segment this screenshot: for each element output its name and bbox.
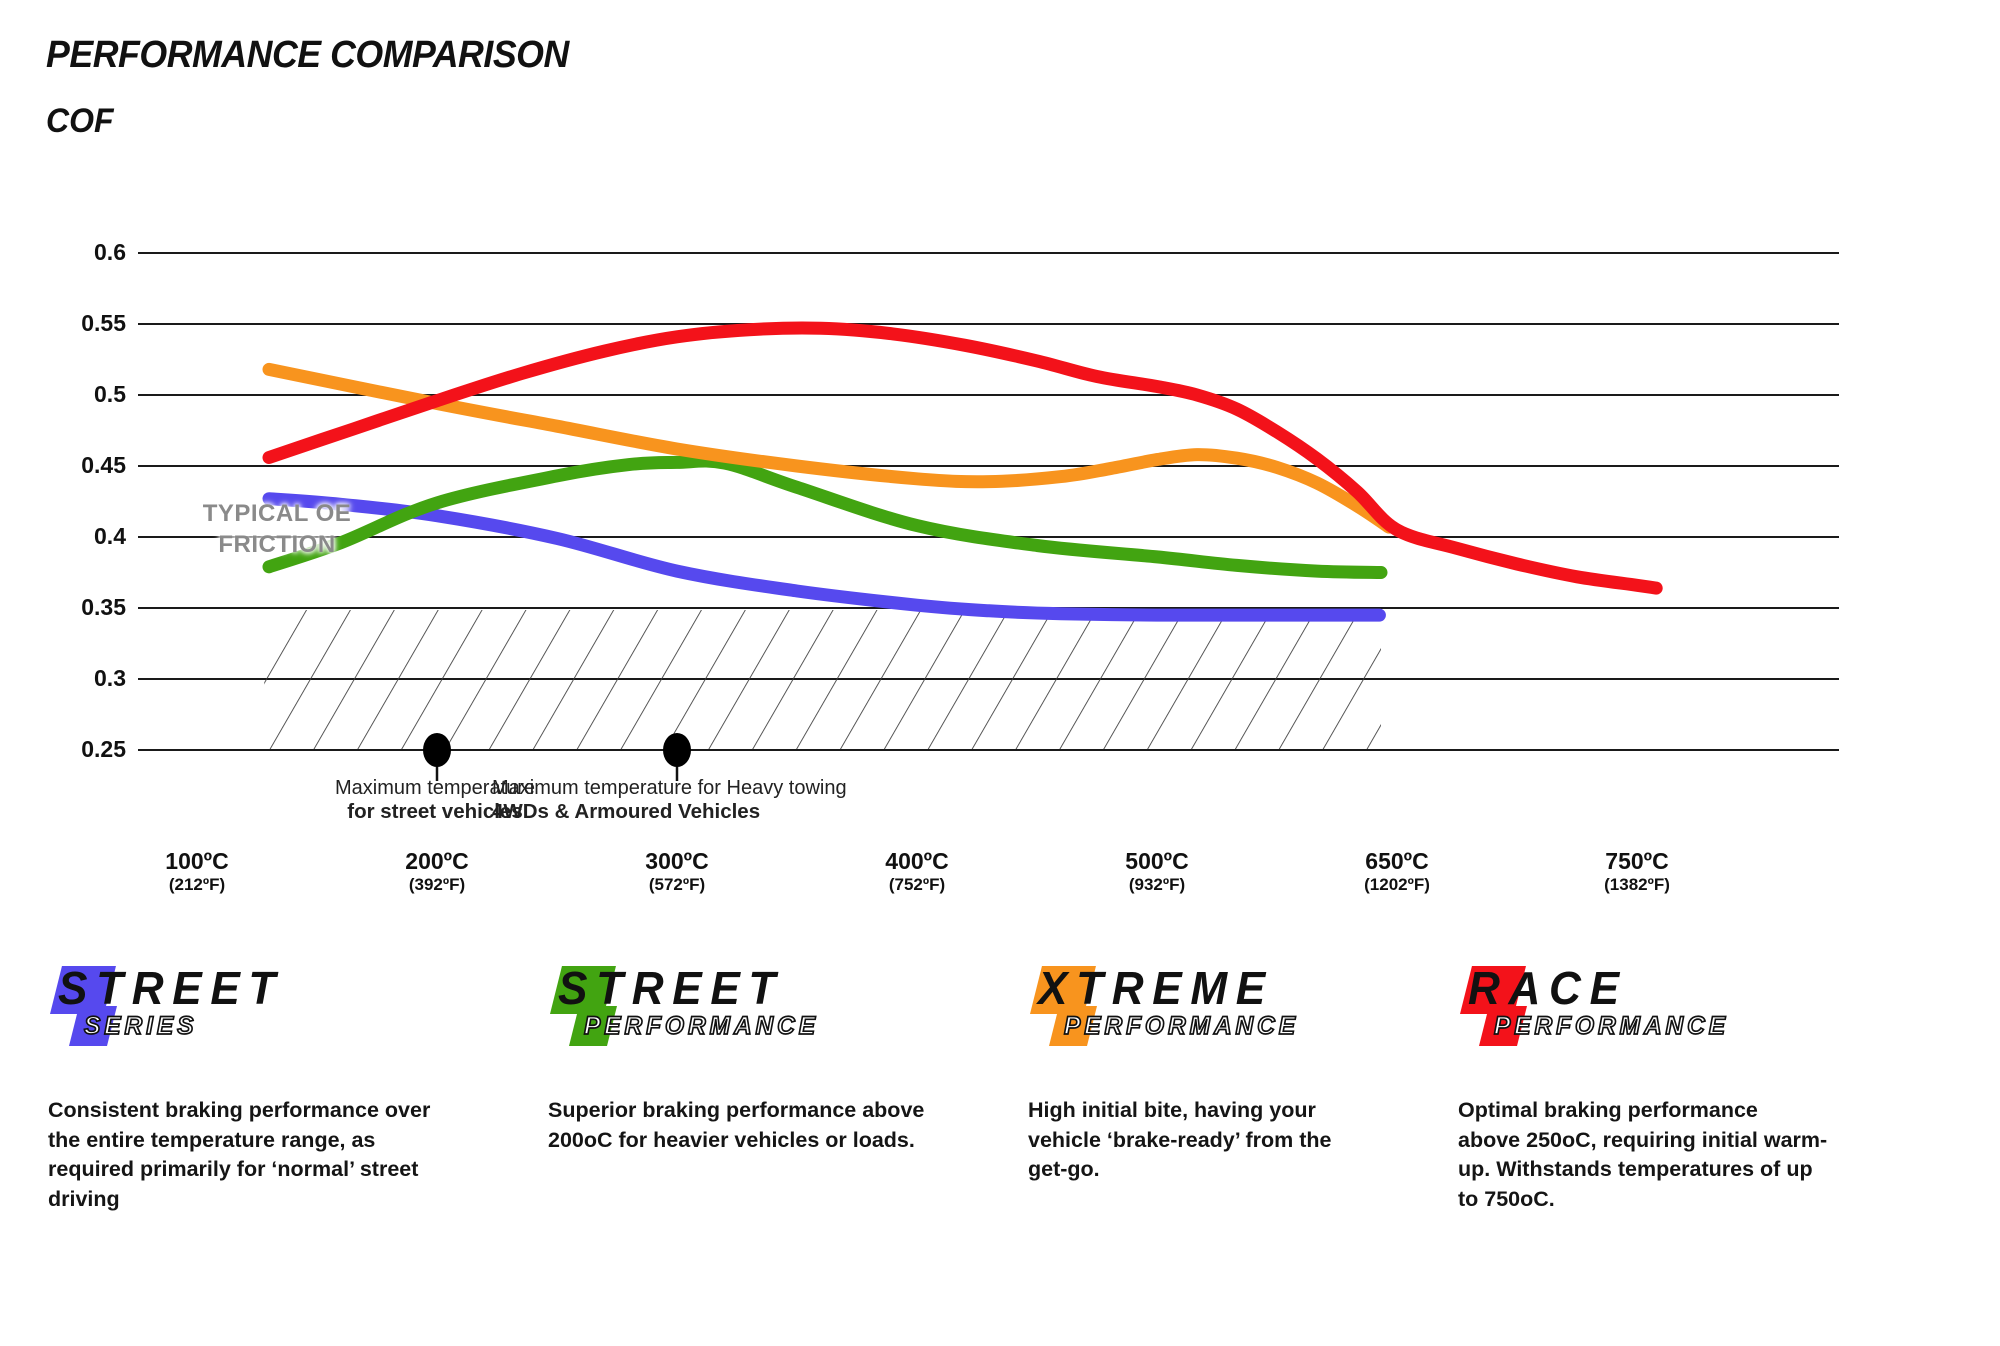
y-axis-title: COF [46, 102, 114, 140]
logo-title: STREET [58, 962, 285, 1014]
curve-street-performance [262, 454, 1388, 579]
performance-line-chart [138, 252, 1839, 781]
logo-subtitle: PERFORMANCE [1493, 1011, 1730, 1041]
x-tick-celsius: 500ºC [1125, 848, 1189, 874]
y-tick-0.5: 0.5 [94, 381, 126, 407]
page-title: PERFORMANCE COMPARISON [46, 34, 569, 76]
max-temp-marker-200c [423, 733, 451, 767]
annotation-line: Maximum temperature for Heavy towing [492, 777, 847, 799]
annotation-line: 4WDs & Armoured Vehicles [492, 800, 761, 823]
y-tick-0.4: 0.4 [94, 523, 126, 549]
logo-subtitle: PERFORMANCE [583, 1011, 820, 1041]
logo-subtitle: SERIES [83, 1011, 198, 1041]
x-tick-celsius: 300ºC [645, 848, 709, 874]
logo-subtitle: PERFORMANCE [1063, 1011, 1300, 1041]
curve-xtreme-performance [262, 362, 1396, 534]
street-performance-logo: STREET PERFORMANCE [548, 964, 1008, 1064]
x-tick-500c: 500ºC (932ºF) [1077, 848, 1237, 896]
xtreme-performance-description: High initial bite, having your vehicle ‘… [1028, 1098, 1332, 1181]
x-tick-celsius: 650ºC [1365, 848, 1429, 874]
max-temp-marker-300c [663, 733, 691, 767]
y-tick-0.35: 0.35 [81, 594, 126, 620]
x-tick-celsius: 200ºC [405, 848, 469, 874]
x-tick-fahrenheit: (752ºF) [888, 875, 946, 894]
logo-title: XTREME [1038, 962, 1274, 1014]
street-performance-description: Superior braking performance above 200oC… [548, 1098, 925, 1152]
x-tick-300c: 300ºC (572ºF) [597, 848, 757, 896]
x-tick-fahrenheit: (1202ºF) [1364, 875, 1430, 894]
y-tick-0.3: 0.3 [94, 665, 126, 691]
x-tick-celsius: 100ºC [165, 848, 229, 874]
street-series-logo: STREET SERIES [48, 964, 508, 1064]
x-tick-fahrenheit: (1382ºF) [1604, 875, 1670, 894]
x-tick-fahrenheit: (932ºF) [1128, 875, 1186, 894]
cof-curves [262, 321, 1663, 622]
typical-oe-friction-label: TYPICAL OE FRICTION [202, 500, 352, 558]
xtreme-performance-logo: XTREME PERFORMANCE [1028, 964, 1488, 1064]
x-tick-fahrenheit: (392ºF) [408, 875, 466, 894]
logo-title: RACE [1468, 962, 1628, 1014]
race-performance-description: Optimal braking performance above 250oC,… [1458, 1098, 1828, 1211]
x-tick-celsius: 750ºC [1605, 848, 1669, 874]
street-max-temp-annotation: Maximum temperature for street vehicles [280, 776, 590, 824]
x-tick-200c: 200ºC (392ºF) [357, 848, 517, 896]
annotation-line: for street vehicles [347, 800, 523, 823]
temperature-markers [423, 733, 691, 781]
x-tick-celsius: 400ºC [885, 848, 949, 874]
x-tick-750c: 750ºC (1382ºF) [1557, 848, 1717, 896]
x-tick-fahrenheit: (572ºF) [648, 875, 706, 894]
typical-oe-friction-zone [264, 610, 1382, 749]
x-tick-fahrenheit: (212ºF) [168, 875, 226, 894]
curve-race-performance [262, 321, 1663, 595]
x-tick-400c: 400ºC (752ºF) [837, 848, 997, 896]
x-tick-650c: 650ºC (1202ºF) [1317, 848, 1477, 896]
y-tick-0.45: 0.45 [81, 452, 126, 478]
x-tick-100c: 100ºC (212ºF) [117, 848, 277, 896]
towing-max-temp-annotation: Maximum temperature for Heavy towing 4WD… [492, 776, 892, 824]
logo-title: STREET [558, 962, 785, 1014]
street-series-description: Consistent braking performance over the … [48, 1098, 431, 1211]
y-tick-0.25: 0.25 [81, 736, 126, 762]
race-performance-logo: RACE PERFORMANCE [1458, 964, 1918, 1064]
annotation-line: Maximum temperature [334, 777, 536, 799]
y-tick-0.55: 0.55 [81, 310, 126, 336]
y-tick-0.6: 0.6 [94, 239, 126, 265]
curve-street-series [262, 492, 1386, 622]
